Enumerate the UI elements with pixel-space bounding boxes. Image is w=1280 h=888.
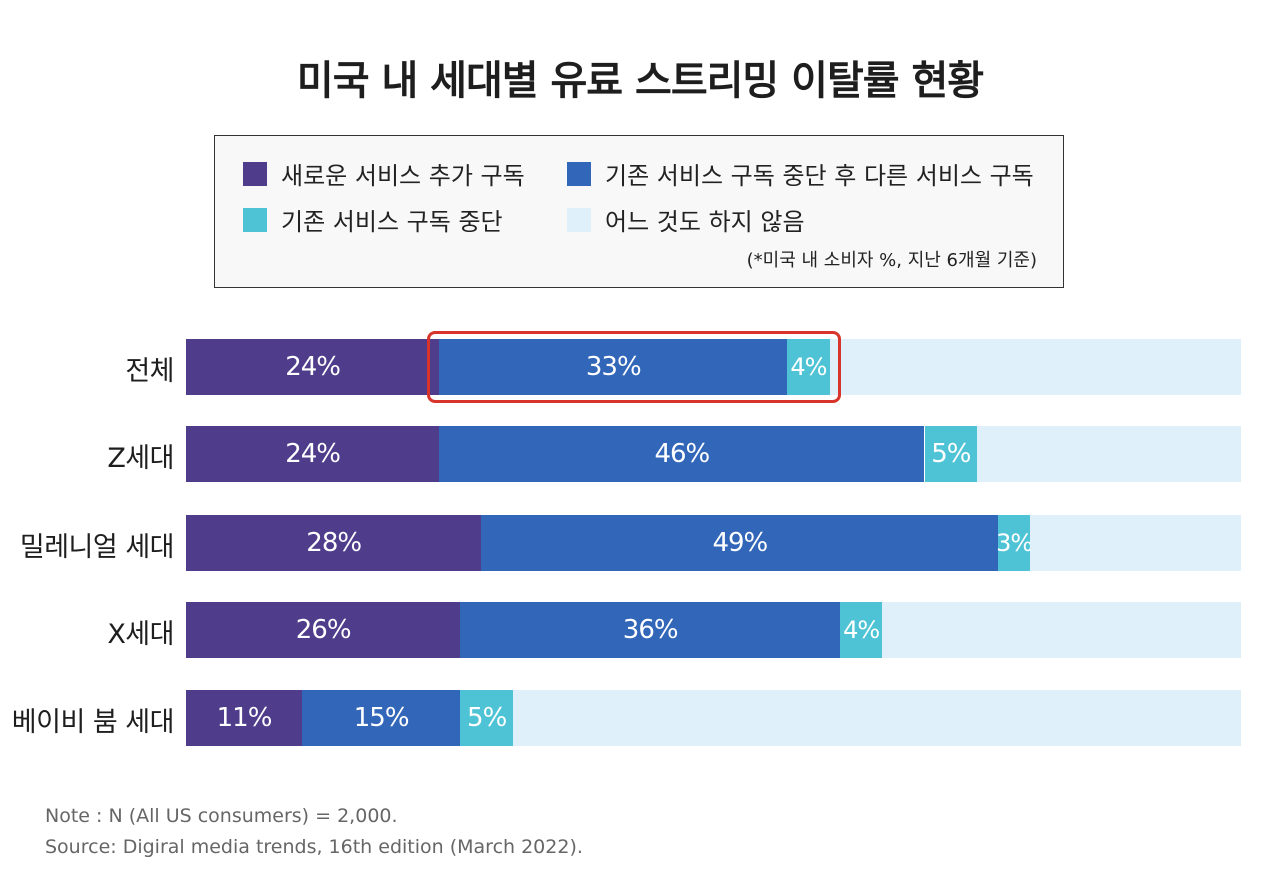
bar-segment: 5% [924, 426, 978, 482]
chart-title: 미국 내 세대별 유료 스트리밍 이탈률 현황 [296, 58, 984, 104]
category-label: 전체 [125, 356, 174, 387]
bar-segment [513, 690, 1241, 746]
legend-item-cancel-subscription: 기존 서비스 구독 중단 [243, 202, 503, 237]
data-label: 24% [285, 439, 341, 469]
legend-item-switch-subscription: 기존 서비스 구독 중단 후 다른 서비스 구독 [567, 156, 1034, 191]
legend-note: (*미국 내 소비자 %, 지난 6개월 기준) [746, 250, 1037, 271]
bar-segment: 26% [186, 602, 461, 658]
category-label: 베이비 붐 세대 [11, 707, 175, 738]
legend-swatch [567, 161, 591, 186]
bar-segment: 5% [460, 690, 514, 746]
bar-segment: 33% [439, 339, 788, 395]
bar-segment: 49% [481, 515, 999, 571]
data-label: 15% [353, 703, 410, 733]
bar-segment: 15% [302, 690, 461, 746]
bar-segment: 3% [996, 515, 1033, 571]
bar-segment [1030, 515, 1241, 571]
category-label: X세대 [107, 619, 174, 650]
data-label: 5% [467, 703, 507, 733]
legend-swatch [243, 161, 267, 186]
bar-segment: 46% [439, 426, 925, 482]
legend: 새로운 서비스 추가 구독 기존 서비스 구독 중단 후 다른 서비스 구독 기… [214, 135, 1064, 288]
data-label: 4% [790, 353, 827, 381]
bar-segment: 4% [840, 602, 883, 658]
legend-label: 어느 것도 하지 않음 [605, 208, 805, 236]
data-label: 24% [285, 352, 341, 382]
bar-segment: 11% [186, 690, 303, 746]
bar-segment [829, 339, 1241, 395]
data-label: 33% [585, 352, 642, 382]
category-label: Z세대 [107, 443, 174, 474]
legend-item-new-subscription: 새로운 서비스 추가 구독 [243, 156, 525, 191]
category-label: 밀레니얼 세대 [19, 532, 175, 563]
data-label: 46% [654, 439, 710, 469]
bar-row: 28% 49% 3% [186, 515, 1241, 571]
bar-segment: 28% [186, 515, 482, 571]
data-label: 3% [996, 529, 1033, 557]
bar-row: 11% 15% 5% [186, 690, 1241, 746]
data-label: 28% [306, 528, 362, 558]
data-label: 11% [216, 703, 273, 733]
footer-source: Source: Digiral media trends, 16th editi… [45, 836, 583, 858]
legend-swatch [243, 207, 267, 232]
bar-segment [977, 426, 1241, 482]
footer-note: Note : N (All US consumers) = 2,000. [45, 805, 398, 827]
bar-row: 24% 46% 5% [186, 426, 1241, 482]
data-label: 4% [843, 616, 880, 644]
bar-segment: 4% [787, 339, 830, 395]
data-label: 49% [712, 528, 768, 558]
data-label: 36% [622, 615, 679, 645]
bar-row: 26% 36% 4% [186, 602, 1241, 658]
data-label: 5% [931, 439, 971, 469]
bar-row: 24% 33% 4% [186, 339, 1241, 395]
legend-swatch [567, 207, 591, 232]
legend-item-none: 어느 것도 하지 않음 [567, 202, 805, 237]
highlight-box [427, 331, 841, 403]
bar-segment [882, 602, 1241, 658]
legend-label: 새로운 서비스 추가 구독 [281, 162, 525, 190]
bar-segment: 24% [186, 339, 440, 395]
bar-segment: 36% [460, 602, 841, 658]
bar-segment: 24% [186, 426, 440, 482]
legend-label: 기존 서비스 구독 중단 후 다른 서비스 구독 [605, 162, 1034, 190]
data-label: 26% [295, 615, 352, 645]
legend-label: 기존 서비스 구독 중단 [281, 208, 503, 236]
